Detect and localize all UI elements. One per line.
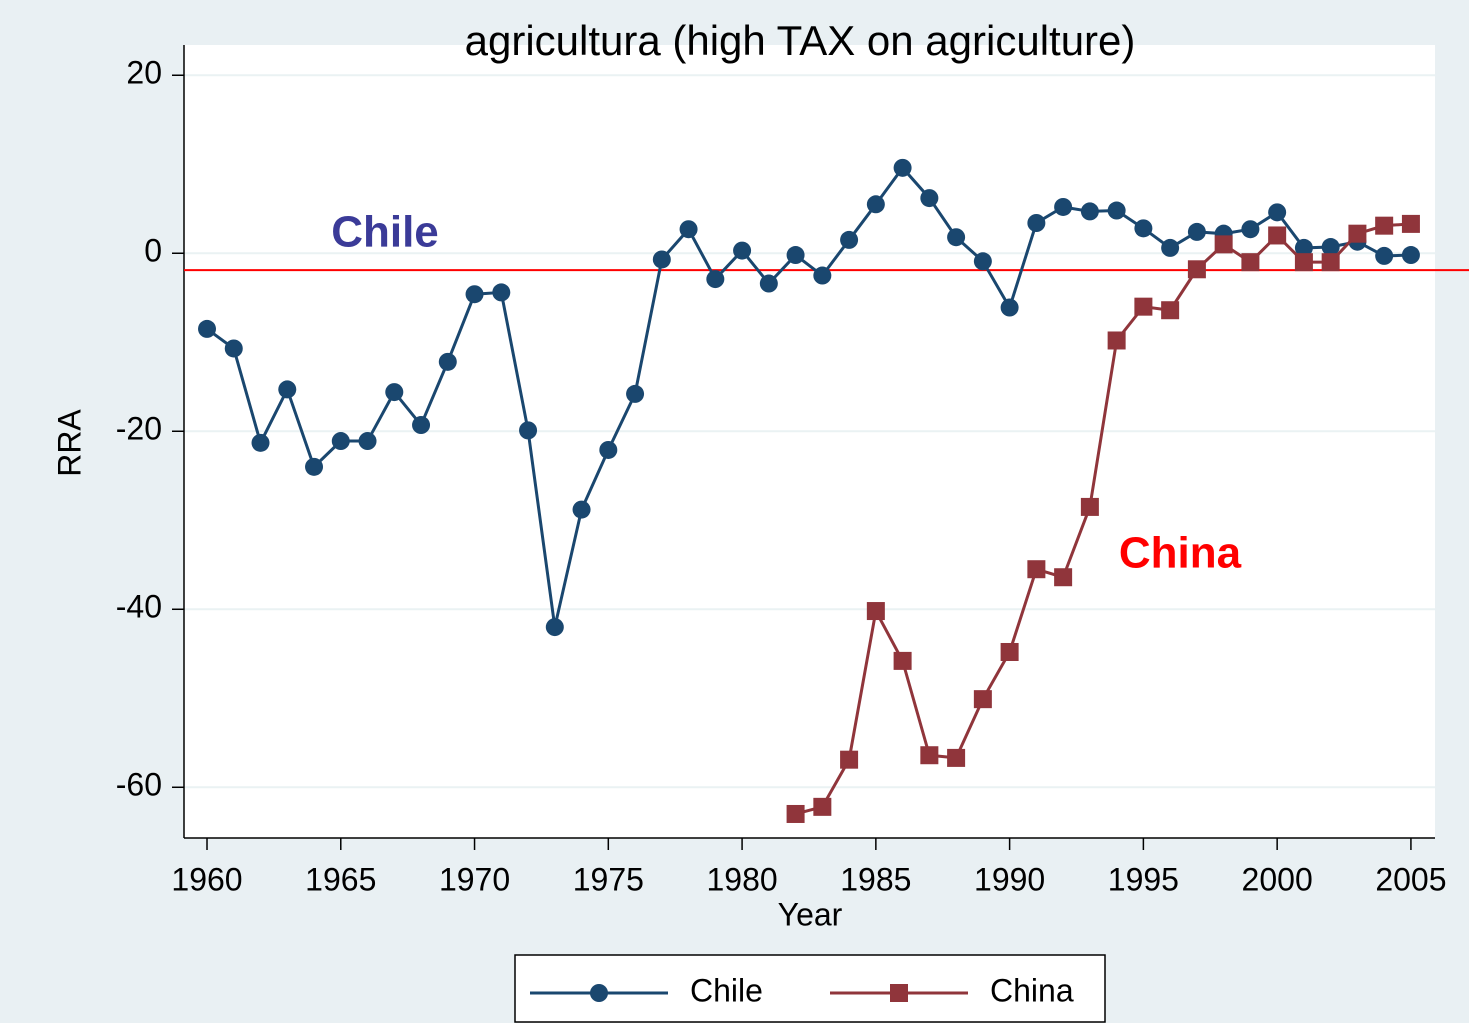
marker — [1268, 203, 1287, 222]
x-tick-label: 1970 — [439, 861, 510, 897]
marker — [626, 384, 645, 403]
marker — [813, 797, 832, 816]
marker — [1401, 246, 1420, 265]
x-tick-label: 1960 — [171, 861, 242, 897]
marker — [1321, 238, 1340, 257]
marker — [305, 457, 324, 476]
chart-title: agricultura (high TAX on agriculture) — [465, 17, 1136, 64]
marker — [920, 189, 939, 208]
marker — [1187, 260, 1206, 279]
marker — [1107, 201, 1126, 220]
marker — [1241, 253, 1260, 272]
marker — [679, 220, 698, 239]
marker — [893, 651, 912, 670]
marker — [412, 416, 431, 435]
marker — [492, 283, 511, 302]
legend-label: China — [990, 972, 1074, 1008]
marker — [465, 285, 484, 304]
marker — [733, 241, 752, 260]
y-tick-label: 20 — [126, 55, 162, 91]
marker — [1161, 301, 1180, 320]
marker — [1348, 224, 1367, 243]
y-axis-label: RRA — [51, 409, 87, 477]
marker — [893, 158, 912, 177]
x-tick-label: 2000 — [1242, 861, 1313, 897]
marker — [947, 748, 966, 767]
marker — [947, 228, 966, 247]
x-axis-label: Year — [778, 896, 843, 932]
marker — [1054, 197, 1073, 216]
annotation: China — [1119, 529, 1242, 578]
x-tick-label: 2005 — [1375, 861, 1446, 897]
marker — [1027, 560, 1046, 579]
marker — [1027, 214, 1046, 233]
marker — [545, 618, 564, 637]
marker — [890, 984, 908, 1002]
marker — [759, 274, 778, 293]
y-tick-label: 0 — [144, 233, 162, 269]
marker — [1000, 642, 1019, 661]
marker — [1294, 238, 1313, 257]
marker — [1000, 298, 1019, 317]
marker — [1375, 246, 1394, 265]
marker — [786, 804, 805, 823]
marker — [1375, 216, 1394, 235]
marker — [519, 421, 538, 440]
x-tick-label: 1990 — [974, 861, 1045, 897]
marker — [840, 230, 859, 249]
marker — [572, 500, 591, 519]
plot-area — [184, 45, 1435, 838]
marker — [1401, 214, 1420, 233]
annotation: Chile — [331, 208, 439, 257]
x-tick-label: 1965 — [305, 861, 376, 897]
marker — [590, 984, 608, 1002]
marker — [1080, 202, 1099, 221]
marker — [920, 746, 939, 765]
x-tick-label: 1980 — [706, 861, 777, 897]
marker — [973, 690, 992, 709]
marker — [198, 319, 217, 338]
x-tick-label: 1995 — [1108, 861, 1179, 897]
marker — [1294, 253, 1313, 272]
marker — [1321, 253, 1340, 272]
marker — [1054, 568, 1073, 587]
marker — [786, 246, 805, 265]
y-tick-label: -60 — [116, 767, 162, 803]
marker — [331, 432, 350, 451]
marker — [1187, 222, 1206, 241]
legend: Chile China — [514, 954, 1106, 1023]
marker — [224, 339, 243, 358]
marker — [866, 602, 885, 621]
x-tick-label: 1985 — [840, 861, 911, 897]
legend-box — [514, 954, 1106, 1023]
marker — [358, 432, 377, 451]
series-line — [206, 165, 1411, 628]
legend-label: Chile — [690, 972, 763, 1008]
marker — [1080, 497, 1099, 516]
marker — [1107, 331, 1126, 350]
marker — [706, 270, 725, 289]
marker — [840, 750, 859, 769]
marker — [1214, 235, 1233, 254]
marker — [866, 195, 885, 214]
marker — [278, 380, 297, 399]
marker — [1134, 219, 1153, 238]
marker — [652, 250, 671, 269]
marker — [1268, 226, 1287, 245]
marker — [973, 252, 992, 271]
y-tick-label: -40 — [116, 589, 162, 625]
marker — [813, 266, 832, 285]
marker — [1161, 238, 1180, 257]
marker — [1134, 297, 1153, 316]
x-tick-label: 1975 — [573, 861, 644, 897]
marker — [599, 440, 618, 459]
marker — [385, 383, 404, 402]
y-tick-label: -20 — [116, 411, 162, 447]
marker — [438, 352, 457, 371]
marker — [1241, 220, 1260, 239]
marker — [251, 433, 270, 452]
